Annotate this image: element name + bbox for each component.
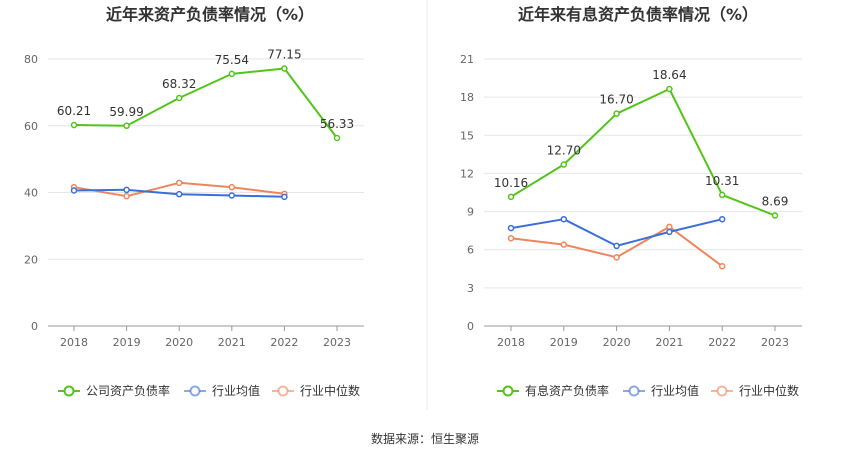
data-label: 77.15 xyxy=(267,48,301,62)
data-label: 10.31 xyxy=(705,174,739,188)
y-tick-label: 80 xyxy=(24,53,38,66)
data-label: 18.64 xyxy=(652,68,686,82)
x-tick-label: 2020 xyxy=(603,336,631,349)
data-label: 59.99 xyxy=(109,105,143,119)
data-label: 12.70 xyxy=(547,144,581,158)
data-point xyxy=(560,161,568,168)
data-point xyxy=(507,224,515,232)
x-tick-label: 2022 xyxy=(270,336,298,349)
data-label: 10.16 xyxy=(494,176,528,190)
y-tick-label: 60 xyxy=(24,120,38,133)
legend-marker xyxy=(189,385,201,397)
y-tick-label: 9 xyxy=(467,206,474,219)
data-point xyxy=(560,215,568,223)
data-point xyxy=(666,85,673,93)
data-point xyxy=(718,191,726,199)
legend-label: 行业均值 xyxy=(651,383,699,398)
data-point xyxy=(175,94,183,102)
data-label: 68.32 xyxy=(162,77,196,91)
legend-label: 公司资产负债率 xyxy=(86,383,170,398)
x-tick-label: 2023 xyxy=(323,336,351,349)
x-tick-label: 2022 xyxy=(708,336,736,349)
data-point xyxy=(123,186,130,194)
data-point xyxy=(507,235,515,242)
chart-title: 近年来资产负债率情况（%） xyxy=(106,5,314,24)
y-tick-label: 40 xyxy=(24,187,38,200)
data-label: 56.33 xyxy=(320,117,354,131)
data-point xyxy=(175,190,183,198)
y-tick-label: 6 xyxy=(467,244,474,257)
data-point xyxy=(613,254,620,261)
legend-label: 行业均值 xyxy=(212,383,260,398)
x-tick-label: 2018 xyxy=(60,336,88,349)
series-line-1 xyxy=(73,67,338,139)
data-point xyxy=(718,262,726,270)
legend-label: 行业中位数 xyxy=(300,383,360,398)
x-tick-label: 2018 xyxy=(497,336,525,349)
legend-marker xyxy=(277,385,289,397)
data-point xyxy=(228,70,236,78)
data-point xyxy=(507,193,515,201)
legend-item-3: 行业中位数 xyxy=(711,383,799,398)
legend-label: 行业中位数 xyxy=(739,383,799,398)
data-point xyxy=(175,179,183,187)
data-point xyxy=(560,241,568,248)
legend-marker xyxy=(63,385,75,397)
data-point xyxy=(70,187,78,194)
data-point xyxy=(718,215,726,223)
legend-item-3: 行业中位数 xyxy=(272,383,360,398)
data-label: 75.54 xyxy=(215,53,249,67)
data-point xyxy=(123,192,130,200)
chart-panel-2: 近年来有息资产负债率情况（%） 0 3 6 9 12 15 18 21 2018 2019 2020 2… xyxy=(460,5,802,398)
y-tick-label: 12 xyxy=(460,167,474,180)
x-tick-label: 2021 xyxy=(655,336,683,349)
data-point xyxy=(281,65,288,72)
data-point xyxy=(333,134,341,142)
legend-item-1: 有息资产负债率 xyxy=(497,383,609,398)
data-point xyxy=(123,122,130,130)
data-point xyxy=(771,212,779,219)
legend-label: 有息资产负债率 xyxy=(525,383,609,398)
source-text: 数据来源：恒生聚源 xyxy=(371,431,479,446)
data-point xyxy=(228,192,236,199)
legend-marker xyxy=(628,385,640,397)
legend-item-2: 行业均值 xyxy=(184,383,260,398)
x-tick-label: 2021 xyxy=(218,336,246,349)
data-point xyxy=(70,121,78,129)
legend-item-1: 公司资产负债率 xyxy=(58,383,170,398)
y-tick-label: 21 xyxy=(460,53,474,66)
legend-marker xyxy=(502,385,514,397)
y-tick-label: 18 xyxy=(460,91,474,104)
data-point xyxy=(613,110,620,117)
data-point xyxy=(666,228,673,236)
x-tick-label: 2020 xyxy=(165,336,193,349)
chart-panel-1: 近年来资产负债率情况（%） 0 20 40 60 80 2018 2019 2020 2021 20… xyxy=(24,5,364,398)
y-tick-label: 0 xyxy=(467,320,474,333)
chart-title: 近年来有息资产负债率情况（%） xyxy=(518,5,758,24)
x-tick-label: 2019 xyxy=(550,336,578,349)
y-tick-label: 3 xyxy=(467,282,474,295)
y-tick-label: 15 xyxy=(460,129,474,142)
series-line-1 xyxy=(510,88,776,217)
legend-item-2: 行业均值 xyxy=(623,383,699,398)
data-point xyxy=(281,193,288,201)
y-tick-label: 0 xyxy=(31,320,38,333)
x-tick-label: 2019 xyxy=(113,336,141,349)
x-tick-label: 2023 xyxy=(761,336,789,349)
data-point xyxy=(228,183,236,191)
data-label: 60.21 xyxy=(57,104,91,118)
data-point xyxy=(666,223,673,231)
data-label: 16.70 xyxy=(599,93,633,107)
legend-marker xyxy=(716,385,728,397)
data-point xyxy=(613,242,620,250)
data-label: 8.69 xyxy=(762,195,789,209)
y-tick-label: 20 xyxy=(24,253,38,266)
